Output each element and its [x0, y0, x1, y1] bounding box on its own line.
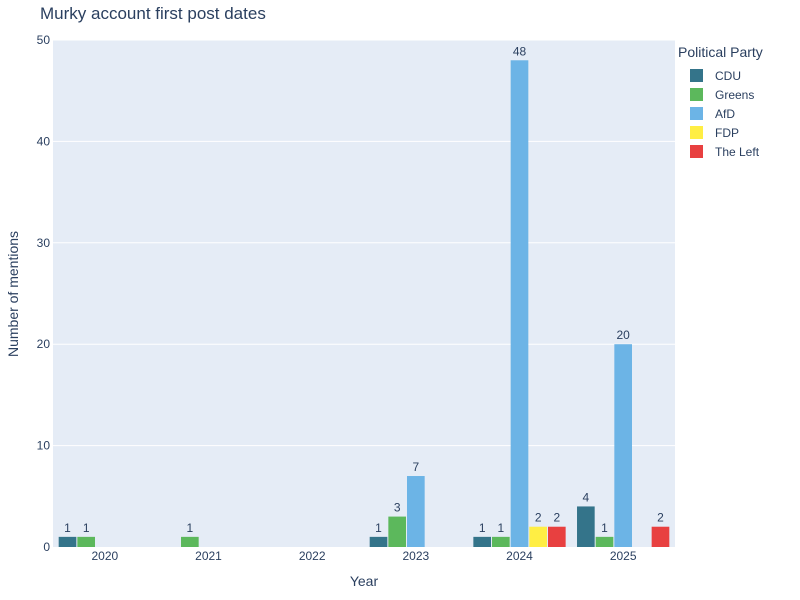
y-axis-title: Number of mentions: [5, 231, 21, 357]
legend-swatch: [690, 126, 703, 139]
legend-swatch: [690, 107, 703, 120]
bar-greens-2020: [77, 536, 96, 547]
x-tick-label: 2023: [402, 549, 429, 563]
x-tick-label: 2025: [610, 549, 637, 563]
bar-value-label: 20: [616, 328, 630, 342]
bar-afd-2025: [614, 344, 632, 547]
x-tick-label: 2021: [195, 549, 222, 563]
bar-cdu-2025: [577, 506, 595, 547]
legend-title: Political Party: [678, 44, 763, 60]
y-tick-label: 40: [37, 134, 51, 148]
bar-value-label: 1: [83, 521, 90, 535]
bar-value-label: 1: [64, 521, 71, 535]
legend-item-the-left[interactable]: The Left: [690, 142, 763, 161]
y-tick-label: 50: [37, 33, 51, 47]
legend-label: CDU: [715, 68, 741, 83]
legend-item-cdu[interactable]: CDU: [690, 66, 763, 85]
x-tick-label: 2024: [506, 549, 533, 563]
legend-item-greens[interactable]: Greens: [690, 85, 763, 104]
plot-area: [53, 40, 675, 547]
bar-value-label: 3: [394, 501, 401, 515]
bar-value-label: 7: [412, 460, 419, 474]
legend-swatch: [690, 145, 703, 158]
bar-value-label: 48: [513, 44, 527, 58]
y-tick-label: 30: [37, 236, 51, 250]
bar-value-label: 2: [535, 511, 542, 525]
bar-value-label: 1: [497, 521, 504, 535]
bar-value-label: 1: [479, 521, 486, 535]
y-tick-label: 20: [37, 337, 51, 351]
legend-swatch: [690, 88, 703, 101]
bar-the-left-2024: [547, 526, 566, 547]
bar-value-label: 1: [375, 521, 382, 535]
bar-greens-2021: [181, 536, 199, 547]
x-tick-label: 2020: [91, 549, 118, 563]
bar-greens-2024: [492, 536, 510, 547]
bar-value-label: 4: [583, 490, 590, 504]
y-tick-label: 10: [37, 439, 51, 453]
legend-swatch: [690, 69, 703, 82]
y-tick-label: 0: [43, 540, 50, 554]
x-tick-label: 2022: [299, 549, 326, 563]
bar-value-label: 2: [657, 511, 664, 525]
legend-label: AfD: [715, 106, 736, 121]
bar-cdu-2023: [369, 536, 388, 547]
legend-label: The Left: [715, 144, 760, 159]
x-axis-title: Year: [350, 573, 379, 589]
legend-item-afd[interactable]: AfD: [690, 104, 763, 123]
bar-greens-2025: [595, 536, 614, 547]
bar-greens-2023: [388, 516, 407, 547]
legend-item-fdp[interactable]: FDP: [690, 123, 763, 142]
legend: Political Party CDU Greens AfD FDP The Left: [678, 44, 763, 161]
bar-cdu-2020: [58, 536, 77, 547]
bar-cdu-2024: [473, 536, 492, 547]
chart-title: Murky account first post dates: [40, 4, 266, 23]
legend-label: FDP: [715, 125, 739, 140]
bar-fdp-2024: [529, 526, 547, 547]
bar-value-label: 1: [186, 521, 193, 535]
bar-value-label: 2: [553, 511, 560, 525]
bar-afd-2023: [407, 476, 425, 547]
legend-label: Greens: [715, 87, 755, 102]
bar-afd-2024: [510, 60, 529, 547]
bar-value-label: 1: [601, 521, 608, 535]
bar-the-left-2025: [651, 526, 670, 547]
